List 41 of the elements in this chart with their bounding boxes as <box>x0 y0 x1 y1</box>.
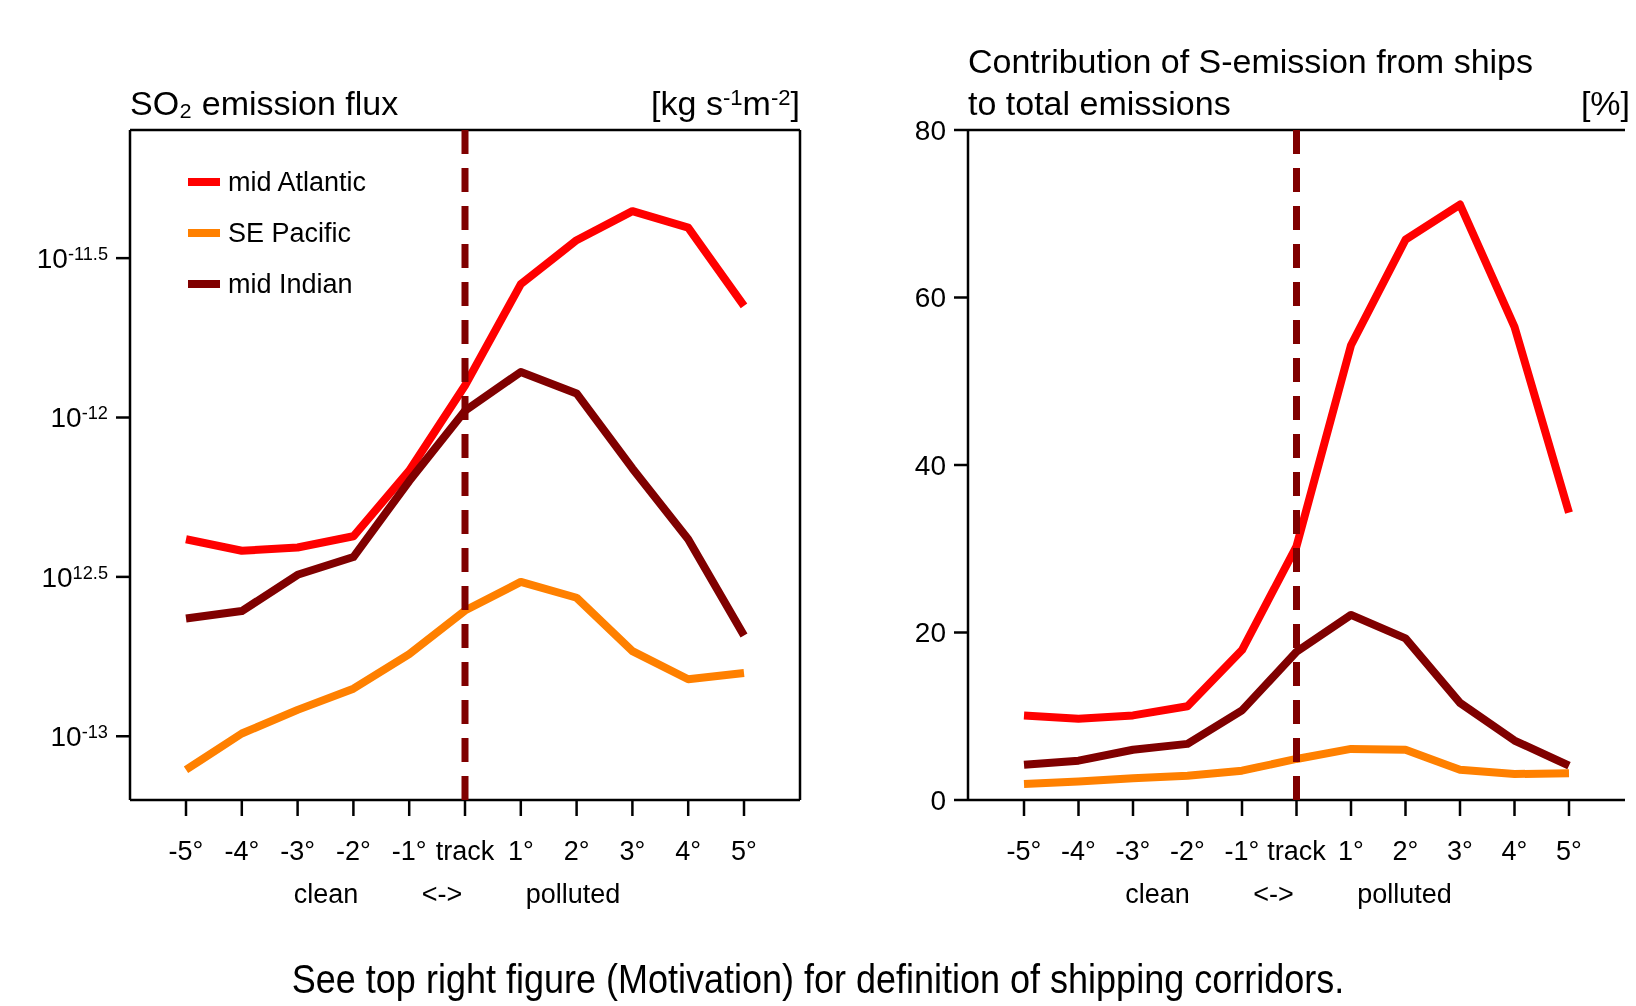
x-tick-label: -4° <box>1061 836 1096 866</box>
x-tick-label: -3° <box>1115 836 1151 866</box>
legend-label: SE Pacific <box>228 218 352 249</box>
x-tick-label: -5° <box>1006 836 1042 866</box>
text: See top right figure (Motivation) for definition of shipping corridors. <box>291 957 1345 1002</box>
x-tick-label: -2° <box>335 836 371 866</box>
x-tick-label: -4° <box>224 836 260 866</box>
chart-title: SO₂ emission flux <box>130 84 399 122</box>
y-tick-label: 10$^{-13}$ <box>50 721 108 753</box>
x-tick-label: track <box>435 836 495 866</box>
legend-label: mid Atlantic <box>228 167 367 198</box>
x-tick-label: 1° <box>1338 836 1364 866</box>
y-tick-label: 10$^{-12}$ <box>50 402 108 434</box>
x-tick-label: -1° <box>1224 836 1260 866</box>
legend-label: mid Indian <box>228 269 353 300</box>
x-tick-label: -2° <box>1170 836 1205 866</box>
x-tick-label: 2° <box>563 836 590 866</box>
x-tick-label: -3° <box>280 836 316 866</box>
x-tick-label: track <box>1267 836 1327 866</box>
y-tick-label: 0 <box>930 784 946 816</box>
y-tick-label: 80 <box>914 114 946 146</box>
y-tick-label: 10$^{-11.5}$ <box>36 242 108 274</box>
x-tick-label: 5° <box>731 836 757 866</box>
x-tick-label: -1° <box>391 836 427 866</box>
y-tick-label: 20 <box>914 617 946 649</box>
x-tick-label: 5° <box>1556 836 1582 866</box>
y-tick-label: 40 <box>914 449 946 481</box>
x-axis-title: clean <-> polluted <box>293 879 621 909</box>
x-axis-title: clean <-> polluted <box>1125 879 1452 909</box>
x-tick-label: 4° <box>1501 836 1528 866</box>
y-tick-label: 60 <box>914 282 946 314</box>
x-tick-label: 4° <box>675 836 702 866</box>
x-tick-label: 1° <box>507 836 534 866</box>
x-tick-label: -5° <box>168 836 204 866</box>
x-tick-label: 2° <box>1392 836 1419 866</box>
y-axis-title: [kg s$^{-1}$m$^{-2}$] <box>651 84 800 122</box>
y-tick-label: 10$^{12.5}$ <box>41 561 108 593</box>
x-tick-label: 3° <box>1447 836 1473 866</box>
x-tick-label: 3° <box>619 836 646 866</box>
y-axis-title: [%] <box>1580 84 1630 122</box>
chart-title: Contribution of S-emission from ships to total emissions <box>968 42 1534 122</box>
